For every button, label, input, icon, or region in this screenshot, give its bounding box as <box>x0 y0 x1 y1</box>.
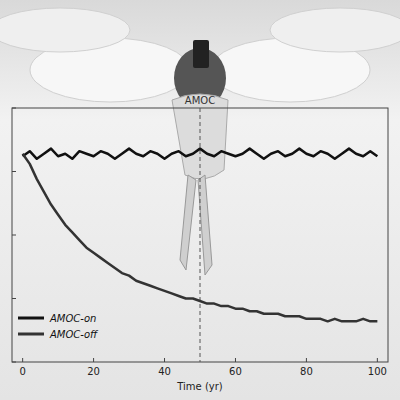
y-tick <box>12 235 16 236</box>
legend: AMOC-on AMOC-off <box>18 313 99 340</box>
x-tick-label: 60 <box>229 366 242 377</box>
x-axis-label: Time (yr) <box>176 381 223 392</box>
chart: 0 20 40 60 80 100 Time (yr) AMOC AMOC-on AMOC-off <box>0 0 400 400</box>
y-tick <box>12 362 16 363</box>
x-tick-label: 80 <box>300 366 313 377</box>
y-tick <box>12 108 16 109</box>
x-tick-label: 0 <box>19 366 25 377</box>
x-tick-label: 40 <box>158 366 171 377</box>
annotation-text: AMOC <box>185 95 215 106</box>
plot-area <box>23 108 378 362</box>
x-tick <box>164 358 165 362</box>
x-tick <box>235 358 236 362</box>
x-tick <box>377 358 378 362</box>
background <box>0 0 400 400</box>
x-tick <box>22 358 23 362</box>
legend-label: AMOC-on <box>49 313 96 324</box>
x-tick <box>306 358 307 362</box>
x-tick <box>93 358 94 362</box>
legend-swatch <box>18 333 44 336</box>
plot-frame <box>12 108 388 362</box>
x-tick-label: 100 <box>368 366 387 377</box>
annotation-line <box>200 108 201 362</box>
legend-swatch <box>18 317 44 320</box>
series-line <box>23 154 378 322</box>
legend-label: AMOC-off <box>49 329 99 340</box>
series-line <box>23 149 378 159</box>
y-tick <box>12 298 16 299</box>
y-tick <box>12 171 16 172</box>
x-tick-label: 20 <box>87 366 100 377</box>
